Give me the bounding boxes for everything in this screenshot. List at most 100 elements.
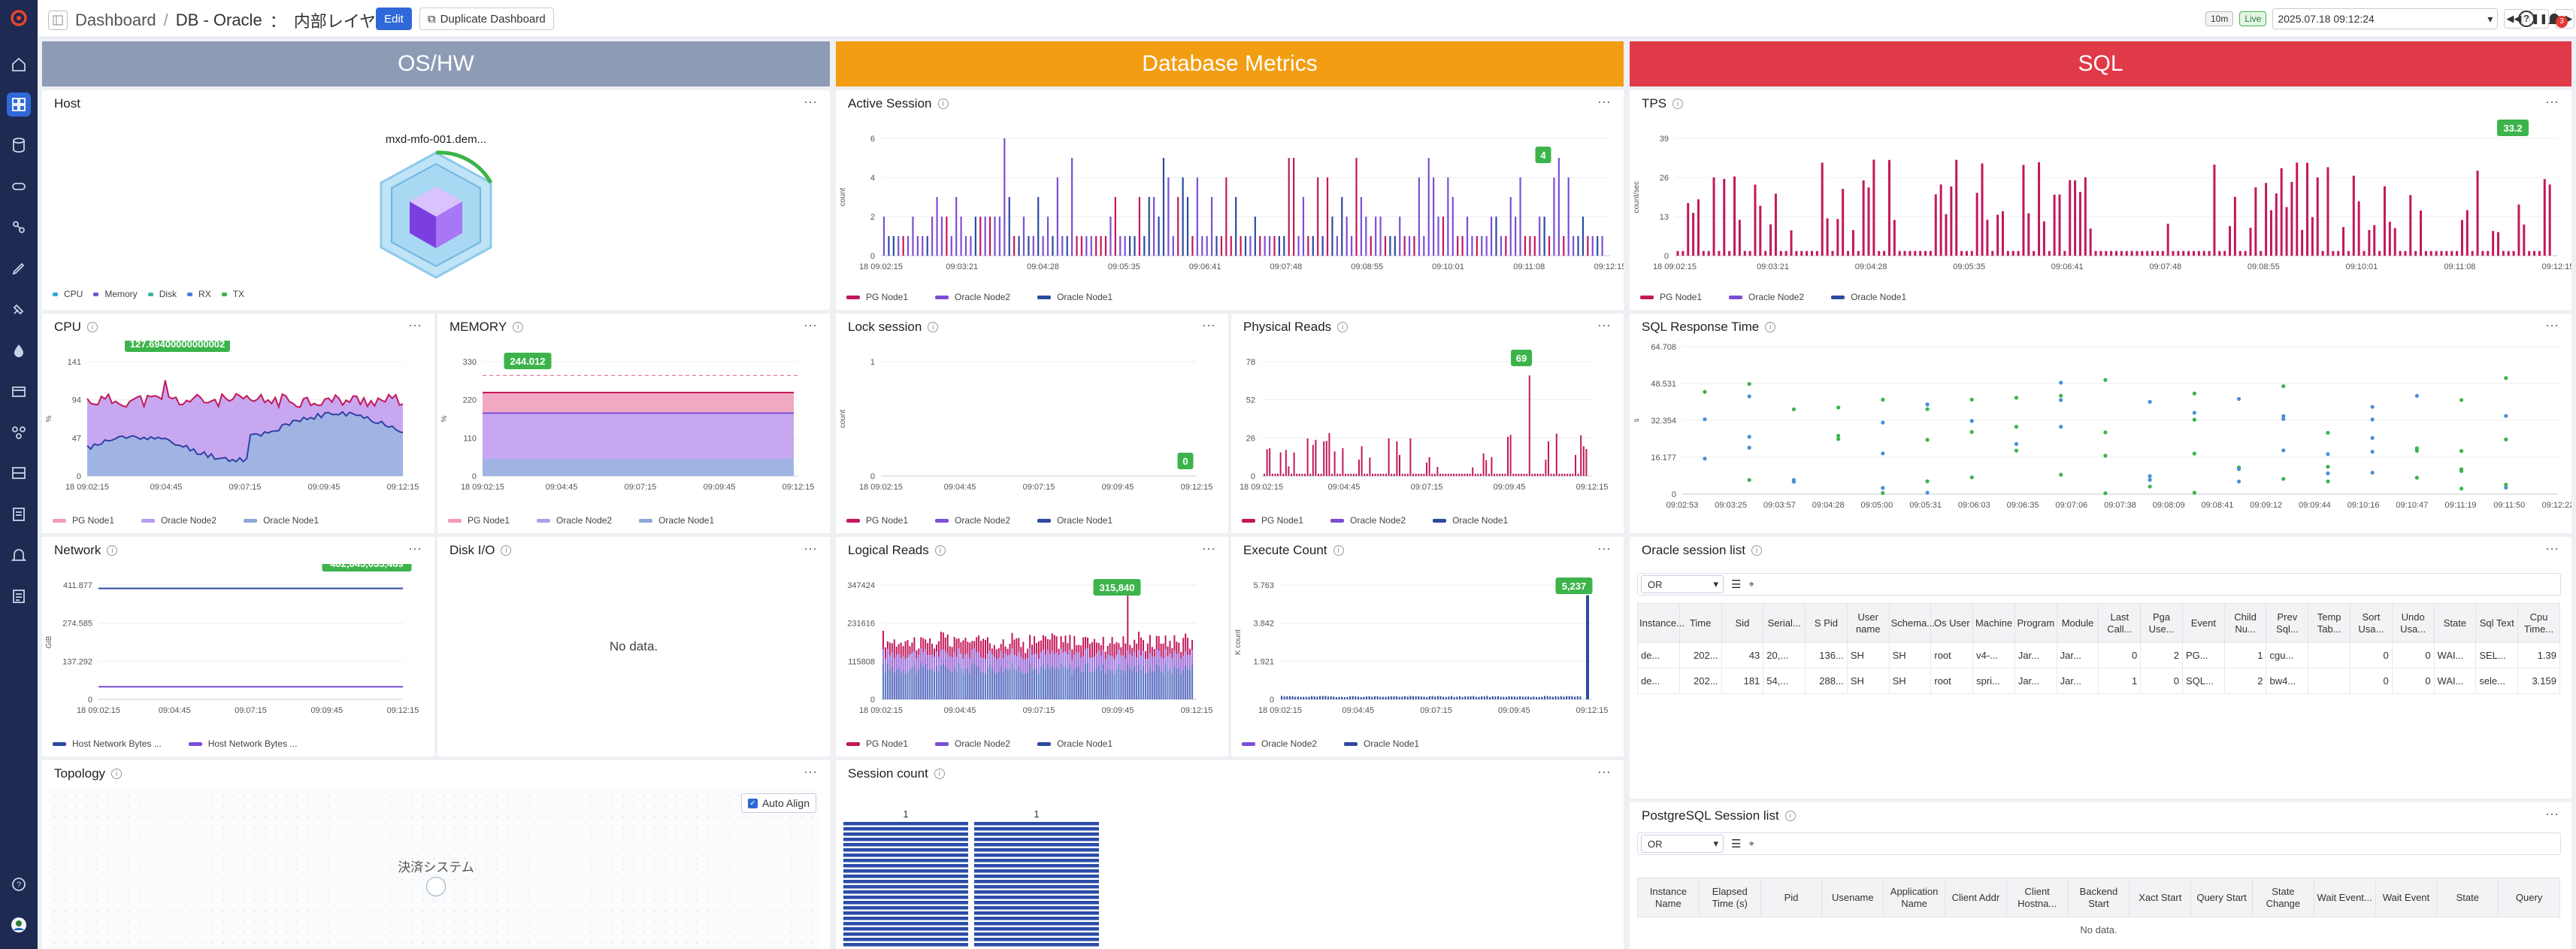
panel-menu-icon[interactable]: ⋯ [804, 541, 818, 556]
home-icon[interactable] [7, 53, 31, 77]
info-icon[interactable]: i [1765, 322, 1776, 332]
time-picker[interactable]: 2025.07.18 09:12:24 ▾ [2272, 8, 2499, 29]
column-header[interactable]: Wait Event... [2313, 878, 2376, 917]
help-icon[interactable]: ? [7, 872, 31, 896]
database-icon[interactable] [7, 133, 31, 157]
host-cube-icon[interactable] [374, 149, 498, 281]
column-header[interactable]: Backend Start [2067, 878, 2130, 917]
network-icon[interactable] [7, 215, 31, 239]
panel-menu-icon[interactable]: ⋯ [2545, 807, 2559, 822]
info-icon[interactable]: i [934, 545, 946, 556]
column-header[interactable]: Machine [1972, 603, 2015, 643]
active-session-chart[interactable]: 6 4 2 018 09:02:15 09:03:21 09:04:28 09:05:35 0… [836, 117, 1624, 283]
pen-icon[interactable] [7, 256, 31, 280]
panel-menu-icon[interactable]: ⋯ [1597, 95, 1612, 110]
edit-button[interactable]: Edit [376, 8, 412, 30]
info-icon[interactable]: i [86, 322, 98, 332]
sql-response-chart[interactable]: 64.708 48.531 32.354 16.177 0 09:02:53 09:03:2… [1630, 341, 2571, 533]
pin-icon[interactable]: ⌖ [1748, 838, 1754, 849]
panel-menu-icon[interactable]: ⋯ [804, 95, 818, 110]
info-icon[interactable]: i [937, 99, 949, 109]
auto-align-toggle[interactable]: ✓ Auto Align [740, 793, 816, 813]
column-header[interactable]: Elapsed Time (s) [1698, 878, 1761, 917]
panel-menu-icon[interactable]: ⋯ [408, 318, 422, 333]
column-header[interactable]: Child Nu... [2223, 603, 2267, 643]
server-icon[interactable] [7, 461, 31, 485]
info-icon[interactable]: i [1751, 545, 1762, 556]
memory-chart[interactable]: 330 220 110 0 18 09:02:15 09:04:45 09:07:15 09:… [437, 341, 830, 511]
satellite-icon[interactable] [7, 297, 31, 321]
column-header[interactable]: Xact Start [2129, 878, 2192, 917]
pin-icon[interactable]: ⌖ [1748, 578, 1754, 590]
column-header[interactable]: Query Start [2190, 878, 2253, 917]
drop-icon[interactable] [7, 338, 31, 362]
info-icon[interactable]: i [1672, 99, 1684, 109]
column-header[interactable]: Instance Name [1637, 878, 1700, 917]
breadcrumb-root[interactable]: Dashboard [75, 11, 156, 29]
column-header[interactable]: Sid [1721, 603, 1764, 643]
panel-menu-icon[interactable]: ⋯ [2545, 318, 2559, 333]
filter-icon[interactable]: ☰ [1731, 578, 1742, 591]
column-header[interactable]: User name [1846, 603, 1890, 643]
column-header[interactable]: Temp Tab... [2308, 603, 2351, 643]
panel-menu-icon[interactable]: ⋯ [804, 765, 818, 780]
column-header[interactable]: Client Hostna... [2005, 878, 2069, 917]
info-icon[interactable]: i [1337, 322, 1349, 332]
panel-menu-icon[interactable]: ⋯ [2545, 95, 2559, 110]
tps-chart[interactable]: 39 26 13 018 09:02:15 09:03:21 09:04:28 09:05:… [1630, 117, 2571, 283]
column-header[interactable]: Last Call... [2098, 603, 2142, 643]
column-header[interactable]: Usename [1821, 878, 1884, 917]
column-header[interactable]: Serial... [1763, 603, 1806, 643]
panel-menu-icon[interactable]: ⋯ [1597, 765, 1612, 780]
column-header[interactable]: Os User [1930, 603, 1974, 643]
execute-count-chart[interactable]: 5.763 3.842 1.921 018 09:02:15 09:04:45 09:07… [1231, 564, 1624, 734]
column-header[interactable]: Client Addr [1944, 878, 2007, 917]
panel-menu-icon[interactable]: ⋯ [1597, 541, 1612, 556]
column-header[interactable]: Wait Event [2375, 878, 2438, 917]
host-hostname[interactable]: mxd-mfo-001.dem... [385, 133, 487, 146]
column-header[interactable]: Application Name [1883, 878, 1945, 917]
report-icon[interactable] [7, 502, 31, 526]
lock-session-chart[interactable]: 1 0 18 09:02:15 09:04:45 09:07:15 09:09:45 09:… [836, 341, 1228, 511]
notification-icon[interactable]: 3 [2545, 10, 2568, 28]
panel-menu-icon[interactable]: ⋯ [2545, 541, 2559, 556]
panel-menu-icon[interactable]: ⋯ [804, 318, 818, 333]
info-icon[interactable]: i [501, 545, 512, 556]
info-icon[interactable]: i [111, 769, 123, 779]
column-header[interactable]: State [2433, 603, 2477, 643]
table-row[interactable]: de... 202... 43 20,... 136... SH SH root v4-... J… [1637, 642, 2560, 669]
user-avatar-icon[interactable] [7, 913, 31, 937]
column-header[interactable]: Cpu Time... [2517, 603, 2560, 643]
column-header[interactable]: S Pid [1805, 603, 1848, 643]
physical-reads-chart[interactable]: 78 52 26 0 18 09:02:15 09:04:45 09:07:15 09:09:… [1231, 341, 1624, 511]
dashboard-icon[interactable] [7, 92, 31, 117]
network-chart[interactable]: 411.877 274.585 137.292 018 09:02:15 09:04:4… [42, 564, 434, 734]
column-header[interactable]: Prev Sql... [2266, 603, 2309, 643]
link-icon[interactable] [7, 174, 31, 199]
duplicate-dashboard-button[interactable]: ⧉ Duplicate Dashboard [419, 8, 554, 30]
panel-menu-icon[interactable]: ⋯ [1202, 318, 1216, 333]
info-icon[interactable]: i [107, 545, 118, 556]
info-icon[interactable]: i [513, 322, 524, 332]
column-header[interactable]: Time [1678, 603, 1722, 643]
info-icon[interactable]: i [934, 769, 945, 779]
column-header[interactable]: Module [2056, 603, 2099, 643]
panel-menu-icon[interactable]: ⋯ [1597, 318, 1612, 333]
more-vertical-icon[interactable]: ⋮ [2574, 9, 2576, 28]
app-logo-icon[interactable] [5, 5, 32, 32]
filter-icon[interactable]: ☰ [1731, 838, 1742, 850]
flow-icon[interactable] [7, 420, 31, 444]
cpu-chart[interactable]: 141 94 47 0 18 09:02:15 09:04:45 09:07:15 09:09… [42, 341, 434, 511]
dashboard-list-icon[interactable] [48, 11, 68, 30]
help-circle-icon[interactable]: ? [2518, 10, 2535, 27]
bell-icon[interactable] [7, 543, 31, 567]
info-icon[interactable]: i [1784, 811, 1796, 821]
column-header[interactable]: Event [2181, 603, 2225, 643]
topology-canvas[interactable] [50, 790, 819, 949]
column-header[interactable]: Query [2498, 878, 2560, 917]
document-icon[interactable] [7, 584, 31, 608]
column-header[interactable]: Schema... [1888, 603, 1935, 643]
column-header[interactable]: Undo Usa... [2391, 603, 2435, 643]
topology-node-icon[interactable] [426, 877, 446, 896]
